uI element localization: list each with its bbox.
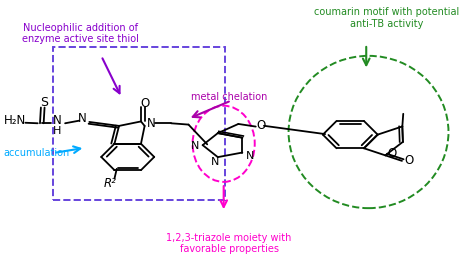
Text: N: N: [78, 112, 87, 125]
Text: N: N: [53, 114, 61, 127]
Text: coumarin motif with potential
anti-TB activity: coumarin motif with potential anti-TB ac…: [314, 7, 459, 29]
Text: N: N: [246, 151, 255, 161]
Bar: [53, 47, 225, 200]
Text: metal chelation: metal chelation: [191, 92, 267, 102]
Text: N: N: [147, 117, 156, 130]
Text: R²: R²: [103, 177, 116, 190]
Text: O: O: [140, 97, 149, 110]
Text: S: S: [40, 96, 48, 109]
Text: O: O: [387, 147, 396, 160]
Text: O: O: [404, 154, 413, 167]
Text: Nucleophilic addition of
enzyme active site thiol: Nucleophilic addition of enzyme active s…: [22, 23, 139, 44]
Text: N: N: [211, 157, 220, 167]
Text: H₂N: H₂N: [4, 114, 26, 127]
Text: accumulation: accumulation: [3, 148, 69, 158]
Text: 1,2,3-triazole moiety with
favorable properties: 1,2,3-triazole moiety with favorable pro…: [166, 233, 292, 254]
Text: H: H: [53, 126, 61, 136]
Text: N: N: [191, 142, 200, 152]
Text: O: O: [256, 119, 266, 132]
